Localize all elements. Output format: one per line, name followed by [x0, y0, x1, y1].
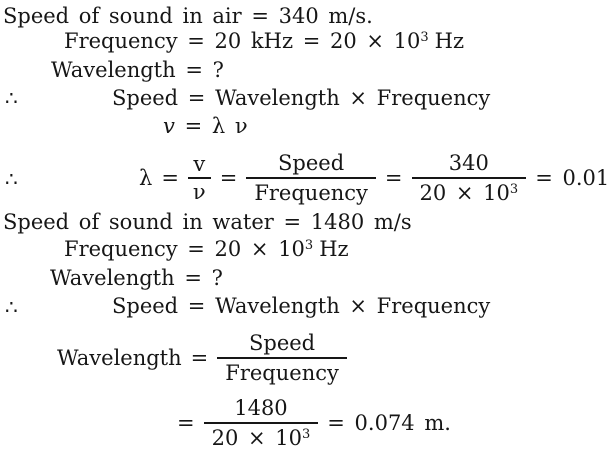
- air-formula-line: v = λ ν: [163, 113, 248, 139]
- water-value-calc-row: = 1480 20 × 103 = 0.074 m.: [177, 394, 451, 452]
- air-frequency-text: Frequency = 20 kHz = 20 × 10: [64, 29, 421, 53]
- equals-sign: =: [219, 165, 238, 190]
- water-frequency-text: Frequency = 20 × 10: [64, 237, 305, 261]
- therefore-symbol: ∴: [5, 167, 19, 191]
- fraction-speed-over-frequency: Speed Frequency: [217, 332, 347, 384]
- denominator-exponent: 3: [302, 427, 311, 442]
- air-calc-row: λ = v ν = Speed Frequency = 340 20 × 103…: [139, 148, 608, 208]
- water-frequency-line: Frequency = 20 × 103 Hz: [64, 236, 349, 262]
- fraction-340-over-20e3: 340 20 × 103: [411, 150, 527, 205]
- speed-numerator: Speed: [248, 330, 316, 355]
- water-relation-line: Speed = Wavelength × Frequency: [112, 294, 491, 318]
- air-wavelength-line: Wavelength = ?: [51, 58, 224, 82]
- lambda-symbol: λ: [139, 165, 153, 190]
- lambda-nu-expression: λ ν: [211, 114, 248, 138]
- therefore-symbol: ∴: [5, 295, 19, 319]
- speed-numerator: Speed: [278, 150, 345, 175]
- water-given-speed-line: Speed of sound in water = 1480 m/s: [3, 210, 412, 234]
- equals-sign: =: [190, 345, 209, 370]
- v-numerator: v: [193, 151, 206, 176]
- air-frequency-line: Frequency = 20 kHz = 20 × 103 Hz: [64, 28, 464, 54]
- water-wavelength-line: Wavelength = ?: [50, 266, 223, 290]
- equals-sign: =: [184, 114, 203, 138]
- water-wavelength-calc-row: Wavelength = Speed Frequency: [57, 326, 347, 390]
- equals-sign: =: [384, 165, 403, 190]
- water-speed-value-numerator: 1480: [234, 395, 288, 420]
- water-result-text: = 0.074 m.: [327, 410, 451, 435]
- therefore-symbol: ∴: [5, 86, 19, 110]
- water-frequency-exponent: 3: [304, 238, 314, 253]
- air-frequency-exponent: 3: [420, 30, 429, 45]
- air-result-text: = 0.017 m.: [535, 165, 608, 190]
- speed-symbol: v: [163, 114, 175, 138]
- equals-sign: =: [177, 410, 195, 435]
- fraction-speed-over-frequency: Speed Frequency: [246, 152, 376, 204]
- fraction-v-over-nu: v ν: [187, 151, 211, 203]
- air-speed-value-numerator: 340: [448, 150, 489, 175]
- frequency-denominator: Frequency: [217, 357, 347, 384]
- water-frequency-value-denominator: 20 × 103: [203, 422, 319, 450]
- nu-denominator: ν: [187, 177, 211, 203]
- equals-sign: =: [161, 165, 179, 190]
- air-given-speed-line: Speed of sound in air = 340 m/s.: [3, 4, 373, 28]
- denominator-base: 20 × 10: [419, 181, 510, 205]
- air-frequency-value-denominator: 20 × 103: [411, 177, 527, 205]
- fraction-1480-over-20e3: 1480 20 × 103: [203, 395, 319, 450]
- air-frequency-unit: Hz: [434, 29, 465, 53]
- frequency-denominator: Frequency: [246, 177, 376, 204]
- water-frequency-unit: Hz: [319, 237, 349, 261]
- denominator-exponent: 3: [509, 182, 519, 197]
- wavelength-label: Wavelength: [57, 345, 182, 370]
- denominator-base: 20 × 10: [211, 426, 302, 450]
- air-relation-line: Speed = Wavelength × Frequency: [112, 86, 491, 110]
